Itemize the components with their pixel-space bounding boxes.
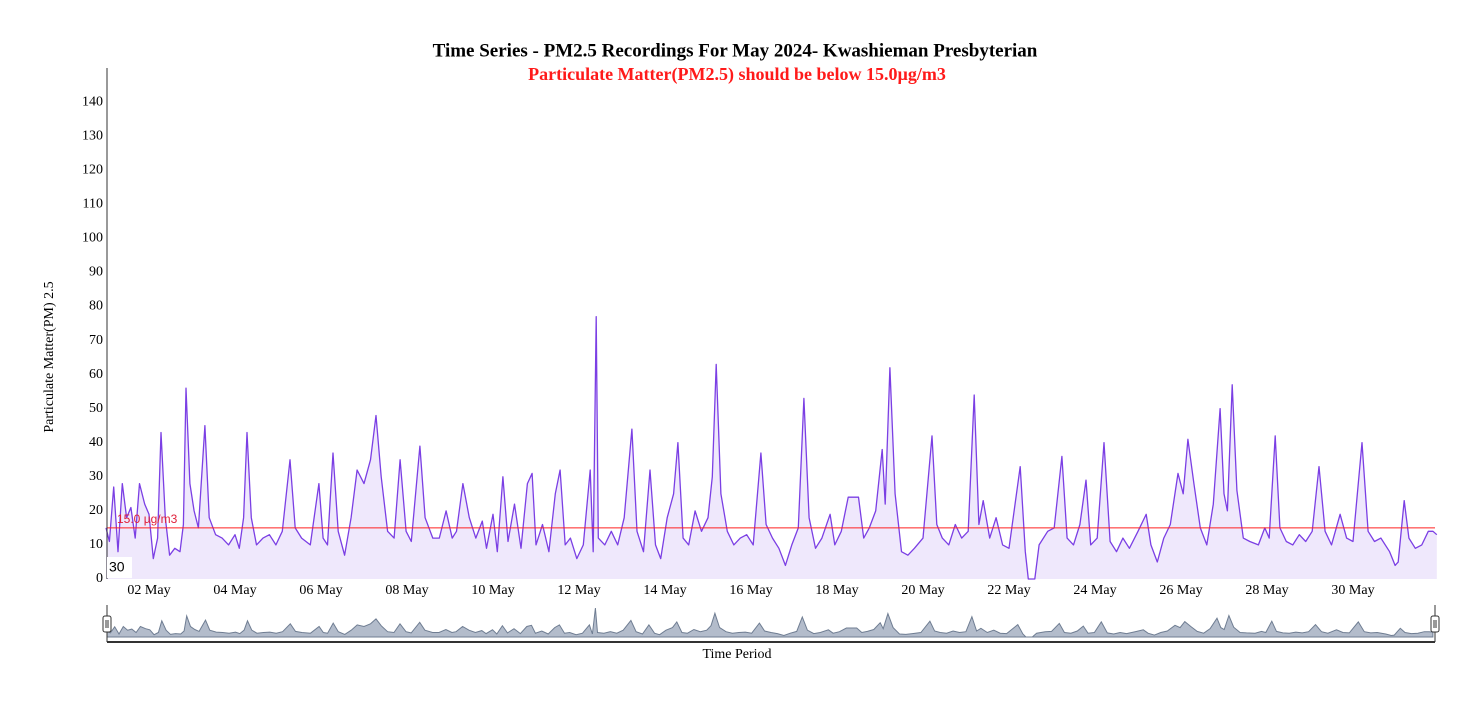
navigator-area bbox=[106, 607, 1434, 638]
x-tick-label: 22 May bbox=[987, 583, 1030, 598]
navigator-handle[interactable] bbox=[102, 615, 112, 633]
x-tick-label: 30 May bbox=[1331, 583, 1374, 598]
x-tick-label: 16 May bbox=[729, 583, 772, 598]
y-tick-label: 30 bbox=[89, 469, 103, 484]
y-tick-label: 90 bbox=[89, 265, 103, 280]
y-tick-label: 140 bbox=[82, 94, 103, 109]
y-tick-label: 10 bbox=[89, 537, 103, 552]
range-label: 30 bbox=[109, 559, 125, 575]
area bbox=[106, 316, 1437, 579]
x-tick-label: 28 May bbox=[1245, 583, 1288, 598]
x-tick-label: 02 May bbox=[127, 583, 170, 598]
y-tick-label: 50 bbox=[89, 401, 103, 416]
x-tick-label: 18 May bbox=[815, 583, 858, 598]
y-tick-label: 110 bbox=[83, 196, 103, 211]
x-tick-label: 24 May bbox=[1073, 583, 1116, 598]
y-tick-label: 0 bbox=[96, 571, 103, 586]
range-label-box bbox=[107, 557, 132, 578]
x-tick-label: 10 May bbox=[471, 583, 514, 598]
x-tick-label: 20 May bbox=[901, 583, 944, 598]
y-tick-label: 70 bbox=[89, 333, 103, 348]
y-tick-label: 20 bbox=[89, 503, 103, 518]
y-axis-label: Particulate Matter(PM) 2.5 bbox=[42, 281, 57, 432]
y-tick-label: 80 bbox=[89, 299, 103, 314]
chart-subtitle: Particulate Matter(PM2.5) should be belo… bbox=[528, 64, 946, 85]
x-tick-label: 04 May bbox=[213, 583, 256, 598]
y-tick-label: 40 bbox=[89, 435, 103, 450]
navigator-handle[interactable] bbox=[1430, 615, 1440, 633]
x-tick-label: 08 May bbox=[385, 583, 428, 598]
x-tick-label: 14 May bbox=[643, 583, 686, 598]
y-tick-label: 130 bbox=[82, 128, 103, 143]
chart-title: Time Series - PM2.5 Recordings For May 2… bbox=[433, 40, 1038, 61]
x-tick-label: 26 May bbox=[1159, 583, 1202, 598]
line bbox=[105, 316, 1438, 580]
threshold-label: 15.0 µg/m3 bbox=[117, 512, 178, 526]
y-tick-label: 60 bbox=[89, 367, 103, 382]
y-tick-label: 120 bbox=[82, 162, 103, 177]
x-axis-label: Time Period bbox=[702, 647, 771, 662]
x-tick-label: 06 May bbox=[299, 583, 342, 598]
y-tick-label: 100 bbox=[82, 231, 103, 246]
x-tick-label: 12 May bbox=[557, 583, 600, 598]
